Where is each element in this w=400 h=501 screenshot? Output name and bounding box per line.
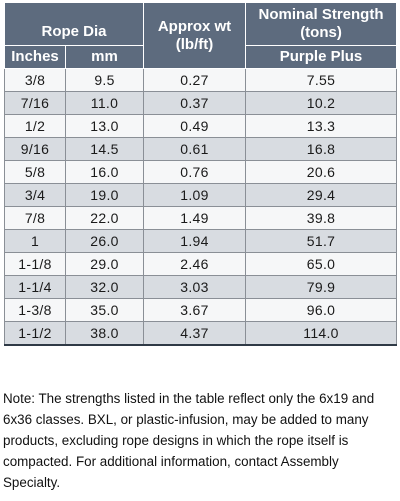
cell-mm: 19.0	[64, 183, 145, 207]
table-header: Rope Dia Approx wt (lb/ft) Nominal Stren…	[3, 2, 398, 69]
header-nominal-strength: Nominal Strength (tons)	[245, 2, 398, 46]
cell-weight: 2.46	[143, 252, 247, 276]
cell-strength: 13.3	[245, 114, 398, 138]
cell-weight: 1.09	[143, 183, 247, 207]
cell-inches: 7/16	[4, 91, 66, 115]
cell-strength: 20.6	[245, 160, 398, 184]
cell-inches: 1-1/4	[4, 275, 66, 299]
cell-strength: 16.8	[245, 137, 398, 161]
cell-mm: 14.5	[64, 137, 145, 161]
table-row: 3/4 19.0 1.09 29.4	[4, 183, 398, 207]
cell-inches: 5/8	[4, 160, 66, 184]
table-row: 7/8 22.0 1.49 39.8	[4, 206, 398, 230]
rope-strength-table: Rope Dia Approx wt (lb/ft) Nominal Stren…	[3, 2, 398, 346]
cell-mm: 32.0	[64, 275, 145, 299]
cell-strength: 7.55	[245, 68, 398, 92]
cell-weight: 0.49	[143, 114, 247, 138]
cell-inches: 1-1/8	[4, 252, 66, 276]
cell-strength: 51.7	[245, 229, 398, 253]
cell-weight: 1.49	[143, 206, 247, 230]
table-row: 7/16 11.0 0.37 10.2	[4, 91, 398, 115]
cell-strength: 96.0	[245, 298, 398, 322]
cell-weight: 1.94	[143, 229, 247, 253]
cell-inches: 1-1/2	[4, 321, 66, 346]
header-mm: mm	[64, 45, 145, 69]
header-rope-dia: Rope Dia	[3, 2, 145, 46]
cell-mm: 26.0	[64, 229, 145, 253]
cell-strength: 65.0	[245, 252, 398, 276]
table-body: 3/8 9.5 0.27 7.55 7/16 11.0 0.37 10.2 1/2 13.0 0.4…	[4, 68, 398, 346]
cell-inches: 3/8	[4, 68, 66, 92]
cell-weight: 3.03	[143, 275, 247, 299]
table-row: 1-3/8 35.0 3.67 96.0	[4, 298, 398, 322]
cell-mm: 22.0	[64, 206, 145, 230]
table-row: 9/16 14.5 0.61 16.8	[4, 137, 398, 161]
header-purple-plus: Purple Plus	[245, 45, 398, 69]
footnote: Note: The strengths listed in the table …	[3, 391, 375, 490]
cell-mm: 35.0	[64, 298, 145, 322]
cell-mm: 38.0	[64, 321, 145, 346]
cell-weight: 0.37	[143, 91, 247, 115]
header-inches: Inches	[4, 45, 66, 69]
cell-mm: 9.5	[64, 68, 145, 92]
table-row: 1 26.0 1.94 51.7	[4, 229, 398, 253]
cell-mm: 13.0	[64, 114, 145, 138]
cell-inches: 1	[4, 229, 66, 253]
cell-strength: 79.9	[245, 275, 398, 299]
cell-strength: 114.0	[245, 321, 398, 346]
cell-mm: 11.0	[64, 91, 145, 115]
table-row: 1-1/4 32.0 3.03 79.9	[4, 275, 398, 299]
cell-inches: 3/4	[4, 183, 66, 207]
cell-weight: 3.67	[143, 298, 247, 322]
header-approx-wt: Approx wt (lb/ft)	[143, 2, 247, 69]
cell-inches: 9/16	[4, 137, 66, 161]
cell-strength: 29.4	[245, 183, 398, 207]
cell-strength: 39.8	[245, 206, 398, 230]
cell-weight: 0.76	[143, 160, 247, 184]
cell-inches: 1-3/8	[4, 298, 66, 322]
cell-strength: 10.2	[245, 91, 398, 115]
cell-inches: 1/2	[4, 114, 66, 138]
table-row: 3/8 9.5 0.27 7.55	[4, 68, 398, 92]
table-row: 5/8 16.0 0.76 20.6	[4, 160, 398, 184]
table-row: 1/2 13.0 0.49 13.3	[4, 114, 398, 138]
cell-weight: 4.37	[143, 321, 247, 346]
table-row: 1-1/2 38.0 4.37 114.0	[4, 321, 398, 346]
cell-mm: 29.0	[64, 252, 145, 276]
table-row: 1-1/8 29.0 2.46 65.0	[4, 252, 398, 276]
cell-inches: 7/8	[4, 206, 66, 230]
cell-mm: 16.0	[64, 160, 145, 184]
cell-weight: 0.61	[143, 137, 247, 161]
cell-weight: 0.27	[143, 68, 247, 92]
